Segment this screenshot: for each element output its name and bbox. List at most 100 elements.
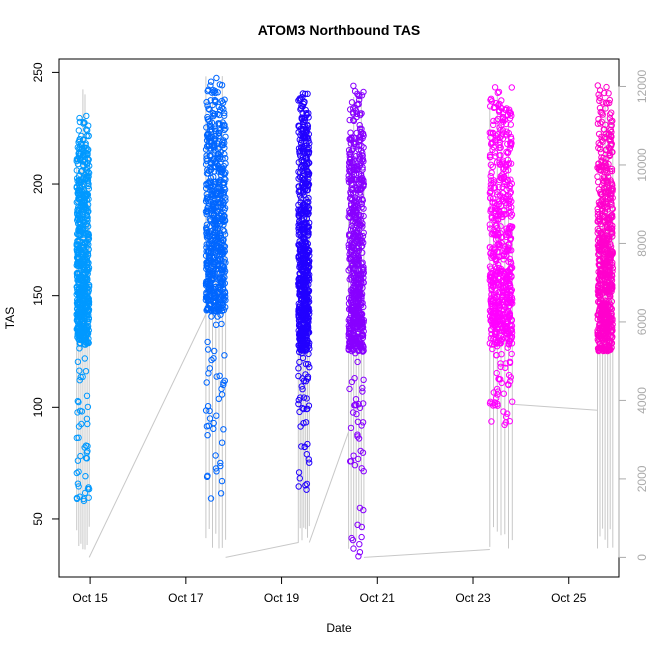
tas-point [360, 376, 367, 383]
tas-point [355, 341, 362, 348]
tas-point [80, 174, 87, 181]
tas-point [221, 274, 228, 281]
tas-point [359, 249, 366, 256]
tas-point [80, 136, 87, 143]
tas-point [504, 161, 511, 168]
tas-point [304, 405, 311, 412]
tas-point [596, 261, 603, 268]
tas-point [359, 259, 366, 266]
tas-point [595, 332, 602, 340]
tas-point [351, 462, 359, 469]
tas-point [207, 166, 215, 173]
tas-point [595, 130, 603, 138]
tas-point [497, 173, 504, 180]
tas-point [203, 241, 210, 248]
tas-point [304, 146, 311, 153]
tas-point [359, 384, 366, 392]
tas-point [73, 167, 81, 174]
tas-point [353, 110, 361, 118]
tas-series-2 [202, 74, 229, 502]
altitude-connector [88, 313, 207, 558]
tas-point [221, 179, 228, 187]
tas-point [355, 255, 362, 263]
tas-point [499, 183, 506, 191]
tas-point [507, 374, 514, 381]
tas-point [82, 262, 90, 270]
tas-point [220, 212, 228, 220]
tas-point [489, 279, 496, 287]
tas-point [211, 347, 218, 355]
tas-point [212, 452, 219, 459]
tas-point [81, 489, 89, 497]
tas-point [606, 151, 613, 159]
tas-point [305, 170, 313, 177]
tas-point [297, 256, 304, 263]
tas-point [348, 99, 356, 106]
tas-point [206, 106, 213, 113]
tas-point [603, 271, 610, 278]
tas-point [502, 413, 510, 421]
tas-point [497, 211, 505, 218]
tas-point [85, 132, 92, 140]
tas-point [210, 247, 217, 254]
tas-point [598, 182, 606, 189]
tas-point [303, 451, 310, 458]
tas-point [503, 246, 511, 254]
tas-point [486, 244, 494, 251]
tas-point [301, 259, 308, 267]
tas-point [349, 226, 357, 233]
tas-point [85, 315, 93, 322]
tas-point [356, 125, 364, 132]
tas-point [504, 111, 512, 119]
tas-point [496, 124, 503, 131]
tas-point [600, 218, 607, 225]
tas-point [503, 132, 510, 139]
tas-point [358, 176, 366, 184]
tas-point [222, 194, 229, 201]
tas-point [349, 409, 357, 416]
tas-point [349, 176, 356, 184]
tas-point [205, 130, 212, 137]
tas-point [355, 553, 362, 560]
tas-point [508, 272, 515, 280]
x-tick-label: Oct 15 [72, 591, 108, 605]
tas-point [83, 112, 90, 120]
tas-point [349, 159, 356, 167]
tas-point [606, 233, 613, 241]
tas-point [506, 418, 513, 425]
tas-point [210, 201, 218, 208]
tas-point [207, 78, 215, 85]
tas-point [505, 381, 512, 389]
tas-point [360, 212, 367, 220]
tas-point [74, 480, 82, 487]
tas-point [221, 175, 228, 182]
tas-point [301, 255, 308, 262]
tas-point [74, 198, 82, 205]
tas-point [352, 396, 360, 403]
tas-point [609, 117, 616, 125]
tas-point [81, 314, 88, 321]
tas-point [304, 90, 311, 98]
tas-point [506, 182, 514, 190]
tas-point [506, 276, 513, 283]
tas-point [596, 280, 603, 287]
tas-point [305, 246, 313, 254]
tas-point [356, 136, 363, 144]
tas-point [218, 97, 226, 105]
tas-point [598, 110, 605, 117]
tas-point [603, 282, 611, 290]
tas-point [353, 232, 360, 240]
tas-point [82, 473, 89, 480]
tas-point [346, 231, 353, 238]
tas-point [600, 234, 607, 241]
tas-point [359, 348, 366, 355]
tas-point [303, 219, 310, 227]
tas-point [508, 135, 515, 143]
tas-point [207, 82, 214, 89]
tas-point [489, 323, 497, 330]
tas-point [351, 336, 358, 343]
tas-point [493, 352, 500, 359]
tas-point [356, 156, 364, 163]
tas-point [350, 452, 357, 459]
tas-point [494, 89, 501, 97]
